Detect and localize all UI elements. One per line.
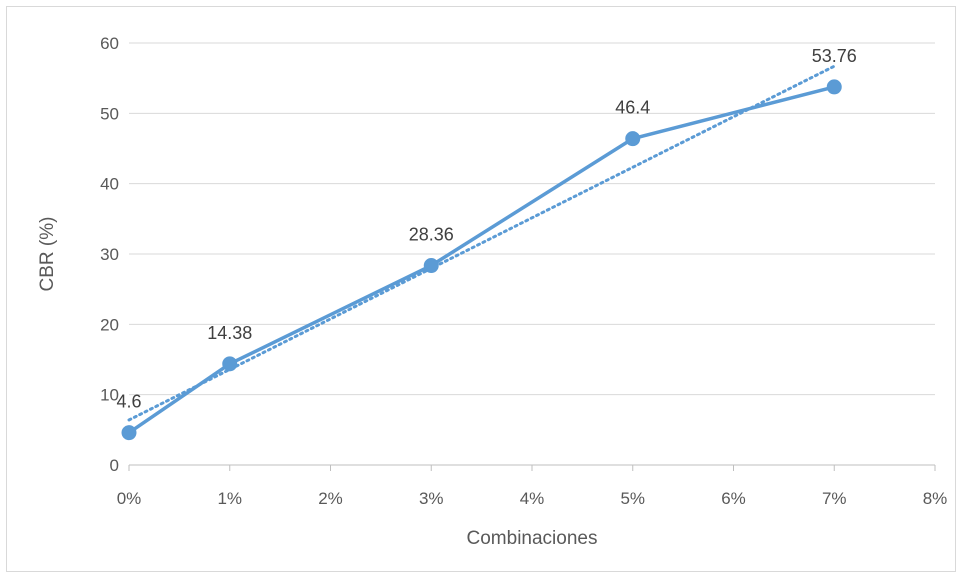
y-tick-label: 60: [100, 34, 119, 53]
line-chart: 0 10 20 30 40 50 60 0% 1% 2% 3% 4% 5% 6% 7% 8% 4.6 14.38…: [37, 34, 947, 549]
x-tick-label: 2%: [318, 489, 343, 508]
x-tick-label: 4%: [520, 489, 545, 508]
x-tick-label: 6%: [721, 489, 746, 508]
x-tick-label: 3%: [419, 489, 444, 508]
x-tick-label: 0%: [117, 489, 142, 508]
data-label: 4.6: [116, 392, 141, 412]
gridlines: [129, 42, 935, 396]
x-tick-label: 5%: [620, 489, 645, 508]
y-tick-label: 10: [100, 386, 119, 405]
axes: 0 10 20 30 40 50 60 0% 1% 2% 3% 4% 5% 6% 7% 8%: [100, 34, 947, 508]
series: [121, 79, 842, 441]
data-point: [826, 79, 842, 95]
trendline: [127, 64, 836, 422]
data-label: 14.38: [207, 323, 252, 343]
y-axis-title: CBR (%): [37, 217, 58, 292]
series-line: [128, 85, 835, 435]
x-axis-title: Combinaciones: [467, 528, 598, 549]
x-tick-label: 1%: [217, 489, 242, 508]
y-tick-label: 0: [110, 456, 119, 475]
data-point: [625, 131, 641, 147]
y-tick-label: 30: [100, 245, 119, 264]
y-tick-label: 50: [100, 104, 119, 123]
x-tick-label: 7%: [822, 489, 847, 508]
y-tick-label: 20: [100, 315, 119, 334]
trendline-linear: [127, 64, 836, 422]
data-labels: 4.6 14.38 28.36 46.4 53.76: [116, 46, 856, 412]
data-label: 28.36: [409, 225, 454, 245]
data-point: [423, 258, 439, 274]
data-label: 53.76: [812, 46, 857, 66]
data-point: [222, 356, 238, 372]
data-point: [121, 425, 137, 441]
y-tick-label: 40: [100, 175, 119, 194]
chart-frame: 0 10 20 30 40 50 60 0% 1% 2% 3% 4% 5% 6% 7% 8% 4.6 14.38…: [6, 6, 956, 572]
x-tick-label: 8%: [923, 489, 948, 508]
data-label: 46.4: [615, 98, 650, 118]
